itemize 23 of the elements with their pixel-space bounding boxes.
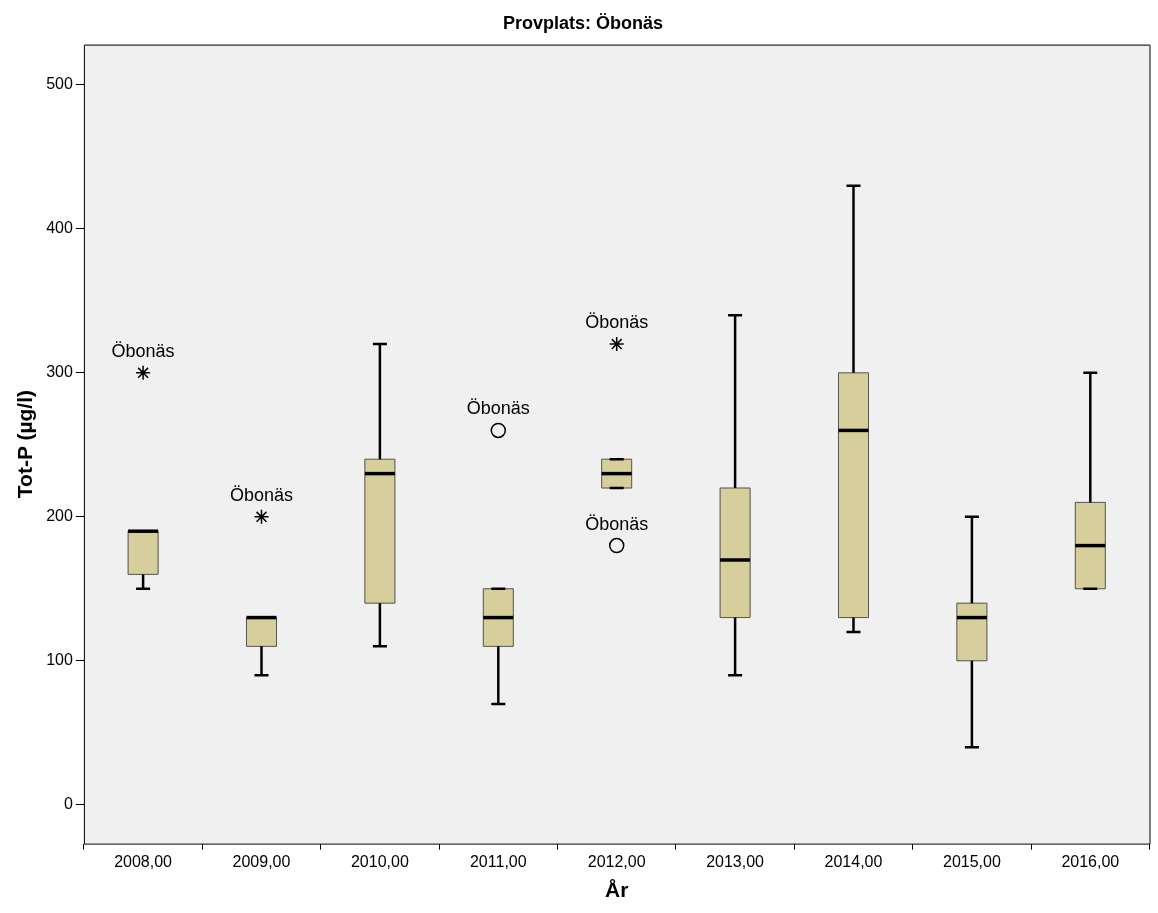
y-tick-label: 200 [46, 507, 73, 525]
annotation: Öbonäs [466, 398, 530, 419]
x-tick-label: 2010,00 [350, 852, 409, 870]
chart-title: Provplats: Öbonäs [502, 12, 664, 33]
x-tick-label: 2014,00 [824, 852, 883, 870]
annotation: Öbonäs [111, 340, 175, 361]
y-tick-label: 500 [46, 75, 73, 93]
x-tick-label: 2011,00 [469, 852, 527, 870]
y-tick-label: 400 [46, 219, 73, 237]
annotation: Öbonäs [585, 513, 649, 534]
y-tick-label: 100 [46, 651, 73, 669]
x-tick-label: 2008,00 [114, 852, 173, 870]
x-tick-label: 2009,00 [232, 852, 291, 870]
x-tick-label: 2013,00 [706, 852, 765, 870]
x-axis-title: År [605, 878, 629, 902]
annotation: Öbonäs [229, 484, 294, 505]
y-tick-label: 0 [63, 795, 73, 813]
x-tick-label: 2015,00 [942, 852, 1001, 870]
y-axis-title: Tot-P (µg/l) [13, 390, 37, 499]
y-tick-label: 300 [46, 363, 73, 381]
x-tick-label: 2012,00 [587, 852, 646, 870]
annotation: Öbonäs [585, 312, 649, 333]
x-tick-label: 2016,00 [1061, 852, 1120, 870]
